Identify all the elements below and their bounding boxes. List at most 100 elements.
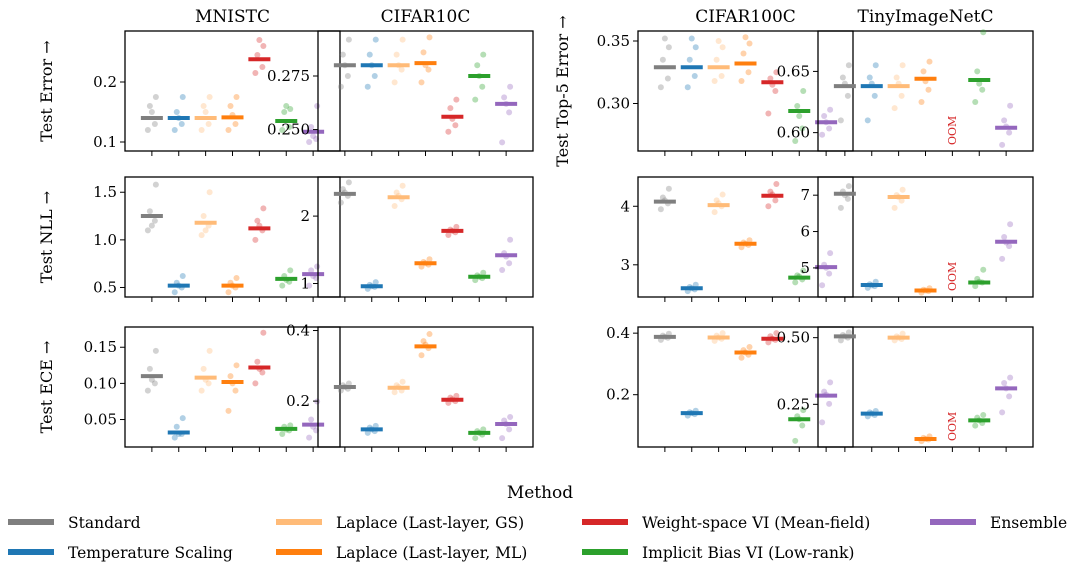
seed-point [772, 88, 779, 94]
y-axis-label: Test NLL → [37, 191, 56, 283]
y-tick-label: 0.05 [84, 411, 117, 429]
seed-point [800, 267, 807, 274]
seed-point [980, 266, 987, 273]
seed-point [260, 205, 267, 212]
seed-point [453, 223, 460, 230]
seed-point [844, 92, 851, 99]
seed-point [845, 329, 852, 336]
seed-point [308, 124, 315, 130]
y-tick-label: 0.60 [777, 124, 810, 142]
seed-point [474, 62, 481, 69]
seed-point [205, 121, 212, 127]
seed-point [252, 236, 259, 243]
seed-point [198, 387, 205, 394]
y-tick-label: 0.35 [597, 32, 630, 50]
seed-point [719, 44, 726, 51]
seed-point [711, 78, 718, 84]
seed-point [898, 197, 905, 204]
seed-point [845, 183, 852, 190]
seed-point [661, 35, 668, 42]
seed-point [792, 279, 799, 286]
y-tick-label: 7 [800, 186, 810, 204]
seed-point [691, 73, 698, 79]
y-tick-label: 1.5 [93, 183, 117, 201]
y-tick-label: 0.2 [606, 386, 630, 404]
seed-point [893, 74, 900, 81]
seed-point [773, 181, 780, 188]
seed-point [899, 62, 906, 69]
panel-title: CIFAR100C [695, 7, 796, 27]
y-tick-label: 0.275 [267, 67, 310, 85]
seed-point [198, 127, 205, 133]
y-axis-label: Test ECE → [37, 341, 56, 434]
seed-point [796, 113, 803, 119]
seed-point [344, 73, 351, 79]
y-tick-label: 4 [620, 197, 630, 215]
seed-point [765, 203, 772, 210]
seed-point [372, 279, 379, 286]
seed-point [773, 330, 780, 337]
seed-point [391, 202, 398, 209]
seed-point [200, 365, 207, 372]
seed-point [899, 186, 906, 193]
seed-point [200, 213, 207, 220]
legend: Standard Temperature Scaling Laplace (Last… [8, 514, 1067, 562]
seed-point [480, 426, 487, 433]
seed-point [715, 38, 722, 44]
seed-point [1001, 380, 1008, 386]
legend-entry: Laplace (Last-layer, GS) [276, 514, 524, 532]
seed-point [472, 435, 479, 442]
seed-point [684, 84, 691, 91]
seed-point [898, 92, 905, 99]
seed-point [173, 423, 180, 430]
seed-point [686, 56, 693, 63]
panel-1-1: 0.1 0.2 MNISTC Test Error → [37, 7, 341, 156]
seed-point [1006, 393, 1013, 400]
legend-label: Implicit Bias VI (Low-rank) [642, 544, 854, 562]
seed-point [657, 84, 664, 91]
panel-1-3: 0.30 0.35 CIFAR100C Test Top-5 Error → [553, 7, 854, 167]
seed-point [972, 422, 979, 429]
seed-point [339, 51, 346, 58]
seed-point [202, 109, 209, 115]
seed-point [659, 56, 666, 63]
seed-point [738, 78, 745, 84]
seed-point [152, 181, 159, 188]
seed-point [418, 79, 425, 86]
seed-point [746, 40, 753, 47]
y-tick-label: 1.0 [93, 231, 117, 249]
seed-point [827, 250, 834, 257]
seed-point [925, 86, 932, 93]
seed-point [308, 416, 315, 423]
seed-point [281, 109, 288, 115]
seed-point [200, 103, 207, 109]
seed-point [713, 56, 720, 63]
seed-point [445, 128, 452, 135]
seed-point [745, 69, 752, 76]
seed-point [746, 237, 753, 244]
panel-1-2: 0.250 0.275 CIFAR10C [267, 7, 534, 156]
seed-point [772, 197, 779, 204]
seed-point [393, 51, 400, 58]
seed-point [871, 92, 878, 99]
seed-point [821, 113, 828, 119]
axes-frame [637, 176, 854, 298]
seed-point [972, 99, 979, 106]
x-axis-label: Method [507, 483, 573, 503]
seed-point [1001, 117, 1008, 124]
seed-point [819, 282, 826, 289]
seed-point [152, 94, 159, 100]
seed-point [767, 75, 774, 82]
seed-point [507, 414, 514, 420]
seed-point [837, 204, 844, 211]
y-tick-label: 0.4 [286, 322, 310, 340]
seed-point [740, 50, 747, 57]
seed-point [260, 329, 267, 336]
seed-point [480, 269, 487, 276]
legend-entry: Weight-space VI (Mean-field) [582, 514, 870, 532]
seed-point [479, 83, 486, 90]
seed-point [794, 103, 801, 109]
seed-point [866, 74, 873, 81]
seed-point [976, 80, 983, 87]
seed-point [371, 73, 378, 79]
